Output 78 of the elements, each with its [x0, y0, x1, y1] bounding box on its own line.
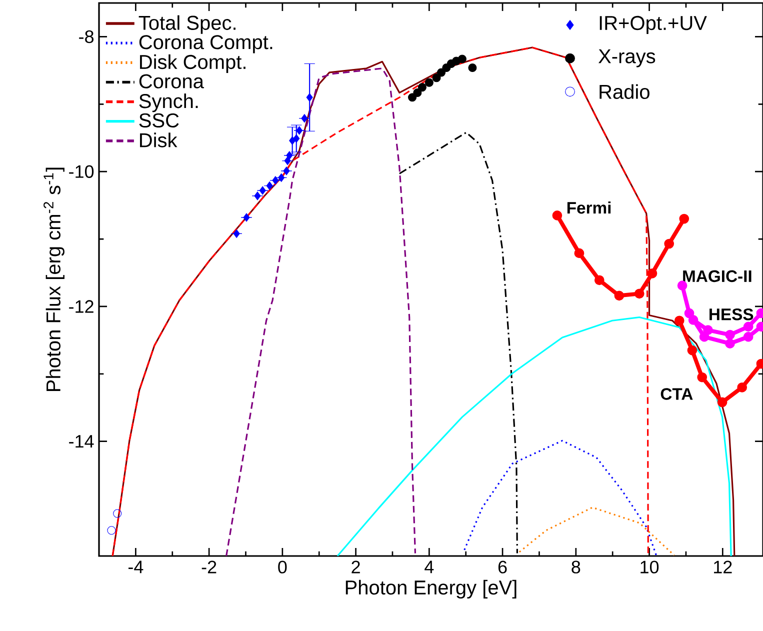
x-tick-label: 10	[640, 560, 659, 574]
point	[664, 238, 674, 249]
point	[717, 397, 728, 408]
point	[301, 114, 308, 123]
annotation: CTA	[660, 388, 693, 400]
legend-label: SSC	[139, 113, 179, 128]
annotation: Fermi	[567, 201, 611, 214]
point	[254, 192, 261, 200]
point	[647, 268, 658, 278]
point	[458, 54, 466, 64]
point	[574, 248, 584, 258]
x-tick-label: -4	[128, 560, 144, 574]
point	[699, 332, 710, 342]
line-series	[464, 440, 658, 556]
legend-label: Synch.	[139, 94, 198, 112]
legend-label: Corona Compt.	[139, 35, 272, 54]
point	[278, 173, 285, 182]
point	[703, 325, 713, 336]
y-tick-label: -8	[79, 30, 94, 44]
point	[272, 176, 279, 185]
point	[408, 93, 417, 102]
point	[468, 63, 477, 72]
point	[437, 68, 446, 77]
point	[418, 83, 426, 92]
y-tick-label: -10	[69, 165, 94, 178]
y-axis-title: Photon Flux [erg cm$^{-2}$ s$^{-1}$]	[44, 168, 64, 392]
x-tick-label: -2	[202, 560, 216, 574]
line-series	[518, 506, 676, 556]
point	[243, 213, 250, 222]
point	[594, 275, 604, 286]
point	[266, 181, 273, 190]
point	[284, 156, 291, 166]
point	[233, 229, 240, 238]
x-tick-label: 2	[352, 560, 360, 574]
annotation: HESS	[710, 308, 754, 320]
legend-label: Total Spec.	[138, 15, 236, 34]
point	[674, 316, 684, 326]
point	[743, 332, 754, 342]
x-tick-label: 4	[424, 560, 434, 574]
point	[113, 509, 122, 518]
point	[306, 93, 313, 102]
point	[688, 315, 698, 325]
point	[107, 526, 116, 535]
point	[552, 210, 562, 220]
point	[634, 288, 644, 299]
x-tick-label: 0	[278, 560, 287, 574]
line-series	[398, 132, 518, 554]
point	[725, 338, 735, 348]
legend-label: Disk Compt.	[140, 54, 246, 74]
point	[293, 134, 300, 143]
point	[286, 151, 293, 160]
point	[737, 382, 748, 392]
y-tick-label: -12	[69, 300, 94, 313]
x-tick-label: 8	[572, 560, 580, 574]
legend-label: Corona	[139, 74, 204, 88]
point	[413, 88, 422, 97]
point	[679, 214, 690, 224]
point	[725, 330, 735, 340]
x-tick-label: 6	[498, 560, 507, 574]
point	[432, 74, 441, 82]
point	[424, 78, 434, 87]
point	[259, 186, 266, 195]
point	[687, 345, 698, 356]
annotation: MAGIC-II	[683, 270, 752, 282]
point	[697, 372, 708, 382]
point	[677, 280, 688, 290]
legend-label: Disk	[140, 132, 178, 148]
x-tick-label: 12	[714, 560, 732, 574]
point	[283, 166, 290, 176]
legend-label: X-rays	[598, 49, 656, 68]
point	[614, 290, 624, 301]
x-axis-title: Photon Energy [eV]	[346, 580, 516, 599]
point	[743, 322, 754, 332]
point	[296, 126, 303, 135]
legend-label: IR+Opt.+UV	[600, 16, 707, 34]
point	[684, 308, 694, 318]
y-tick-label: -14	[69, 435, 94, 448]
legend-label: Radio	[600, 84, 650, 99]
